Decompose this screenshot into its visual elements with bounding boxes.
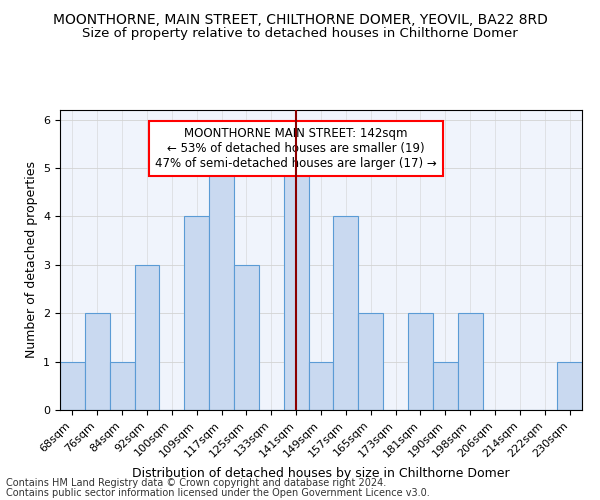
Bar bbox=[308, 362, 334, 410]
Bar bbox=[458, 313, 482, 410]
Y-axis label: Number of detached properties: Number of detached properties bbox=[25, 162, 38, 358]
Text: MOONTHORNE, MAIN STREET, CHILTHORNE DOMER, YEOVIL, BA22 8RD: MOONTHORNE, MAIN STREET, CHILTHORNE DOME… bbox=[53, 12, 547, 26]
Bar bbox=[184, 216, 209, 410]
Bar bbox=[557, 362, 582, 410]
Bar bbox=[433, 362, 458, 410]
Bar bbox=[408, 313, 433, 410]
Bar bbox=[284, 168, 308, 410]
Bar bbox=[334, 216, 358, 410]
X-axis label: Distribution of detached houses by size in Chilthorne Domer: Distribution of detached houses by size … bbox=[132, 467, 510, 480]
Bar bbox=[209, 168, 234, 410]
Bar bbox=[234, 265, 259, 410]
Bar bbox=[85, 313, 110, 410]
Text: Contains public sector information licensed under the Open Government Licence v3: Contains public sector information licen… bbox=[6, 488, 430, 498]
Text: MOONTHORNE MAIN STREET: 142sqm
← 53% of detached houses are smaller (19)
47% of : MOONTHORNE MAIN STREET: 142sqm ← 53% of … bbox=[155, 127, 437, 170]
Bar bbox=[134, 265, 160, 410]
Bar bbox=[110, 362, 134, 410]
Text: Size of property relative to detached houses in Chilthorne Domer: Size of property relative to detached ho… bbox=[82, 28, 518, 40]
Bar bbox=[358, 313, 383, 410]
Text: Contains HM Land Registry data © Crown copyright and database right 2024.: Contains HM Land Registry data © Crown c… bbox=[6, 478, 386, 488]
Bar bbox=[60, 362, 85, 410]
